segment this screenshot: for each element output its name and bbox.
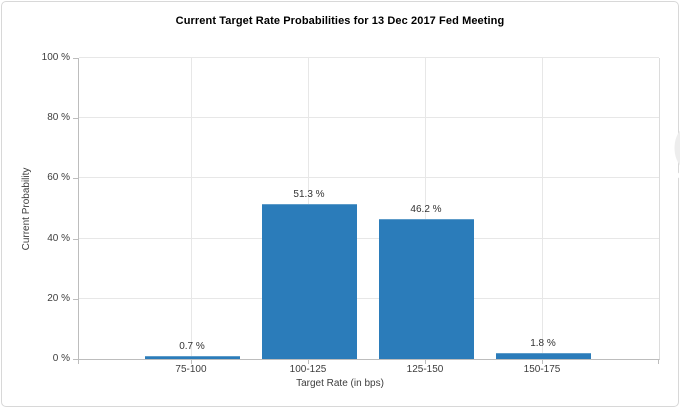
- bar-75-100: [144, 356, 240, 359]
- y-tick-label: 100 %: [41, 52, 70, 63]
- bar-150-175: [495, 353, 591, 359]
- x-axis-edge-tick-mark: [78, 360, 79, 364]
- y-gridline: [79, 237, 659, 239]
- y-axis-title: Current Probability: [21, 167, 32, 251]
- x-axis-title: Target Rate (in bps): [296, 378, 384, 389]
- y-gridline: [79, 57, 659, 58]
- quikstrike-watermark-icon: [670, 130, 680, 183]
- y-gridline: [79, 297, 659, 299]
- bar-125-150: [378, 219, 474, 359]
- y-tick-label: 20 %: [47, 292, 70, 304]
- bar-value-label: 51.3 %: [293, 189, 325, 200]
- bar-value-label: 0.7 %: [179, 341, 205, 352]
- y-gridline: [79, 177, 659, 179]
- y-tick-label: 40 %: [47, 232, 70, 244]
- chart-title: Current Target Rate Probabilities for 13…: [175, 15, 505, 27]
- x-tick-label: 100-125: [289, 364, 327, 375]
- x-tick-mark: [308, 360, 309, 364]
- bar-100-125: [261, 204, 357, 359]
- y-tick-mark: [73, 178, 78, 179]
- x-axis-edge-tick-mark: [658, 360, 659, 364]
- bar-value-label: 1.8 %: [530, 338, 556, 349]
- y-gridline: [79, 117, 659, 119]
- x-gridline: [191, 58, 192, 359]
- bar-value-label: 46.2 %: [410, 204, 442, 215]
- y-tick-label: 80 %: [47, 112, 70, 124]
- x-tick-label: 75-100: [175, 364, 207, 375]
- x-tick-label: 125-150: [406, 364, 444, 375]
- y-tick-label: 0 %: [52, 353, 70, 364]
- x-tick-mark: [542, 360, 543, 364]
- y-tick-mark: [73, 239, 78, 240]
- x-tick-label: 150-175: [523, 364, 561, 375]
- plot-area: 0.7 % 51.3 % 46.2 % 1.8 %: [78, 57, 680, 360]
- x-tick-mark: [191, 360, 192, 364]
- y-tick-mark: [73, 299, 78, 300]
- y-tick-mark: [73, 58, 78, 59]
- x-tick-mark: [425, 360, 426, 364]
- x-gridline: [542, 58, 543, 359]
- y-tick-mark: [73, 359, 78, 360]
- y-tick-label: 60 %: [47, 172, 70, 184]
- y-tick-mark: [73, 118, 78, 119]
- x-gridline: [425, 58, 426, 359]
